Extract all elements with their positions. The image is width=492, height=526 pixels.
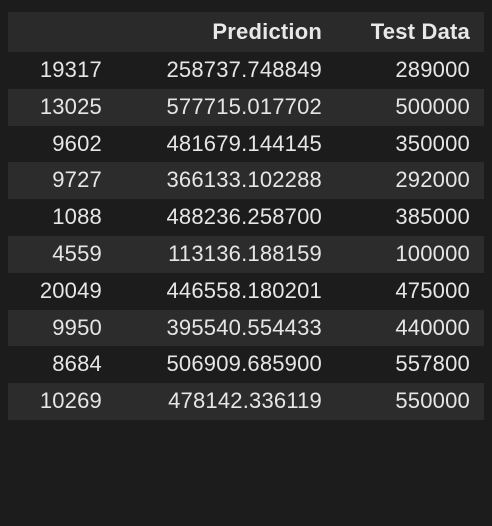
row-index: 19317 — [39, 57, 102, 82]
test-data-cell: 500000 — [395, 93, 470, 119]
dataframe-table: Prediction Test Data 19317 258737.748849… — [8, 12, 484, 420]
prediction-cell: 113136.188159 — [168, 240, 322, 266]
prediction-cell: 478142.336119 — [168, 388, 322, 414]
row-index: 13025 — [39, 93, 102, 119]
test-data-cell: 550000 — [395, 388, 470, 414]
table-row: 10269 478142.336119 550000 — [8, 383, 484, 420]
prediction-cell: 488236.258700 — [166, 204, 322, 230]
table-row: 9950 395540.554433 440000 — [8, 309, 484, 347]
index-column-header — [8, 12, 116, 52]
row-index: 4559 — [52, 240, 102, 266]
test-data-cell: 440000 — [395, 314, 470, 340]
row-index: 9950 — [52, 314, 102, 340]
prediction-cell: 395540.554433 — [166, 314, 322, 340]
prediction-cell: 366133.102288 — [166, 167, 322, 193]
table-row: 19317 258737.748849 289000 — [8, 52, 484, 89]
row-index: 9727 — [52, 167, 102, 193]
test-data-cell: 100000 — [395, 240, 470, 266]
prediction-column-header: Prediction — [212, 19, 322, 44]
table-header: Prediction Test Data — [8, 12, 484, 52]
prediction-cell: 258737.748849 — [166, 57, 322, 82]
table-row: 1088 488236.258700 385000 — [8, 199, 484, 236]
test-data-cell: 385000 — [395, 204, 470, 230]
test-data-cell: 292000 — [395, 167, 470, 193]
prediction-cell: 481679.144145 — [166, 130, 322, 156]
row-index: 1088 — [52, 204, 102, 230]
table-row: 9602 481679.144145 350000 — [8, 125, 484, 163]
test-data-cell: 289000 — [395, 57, 470, 82]
prediction-cell: 506909.685900 — [166, 351, 322, 377]
row-index: 9602 — [52, 130, 102, 156]
row-index: 20049 — [39, 277, 102, 303]
test-data-cell: 350000 — [395, 130, 470, 156]
test-data-cell: 557800 — [395, 351, 470, 377]
prediction-cell: 577715.017702 — [166, 93, 322, 119]
prediction-cell: 446558.180201 — [166, 277, 322, 303]
row-index: 10269 — [39, 388, 102, 414]
table-row: 4559 113136.188159 100000 — [8, 235, 484, 273]
row-index: 8684 — [52, 351, 102, 377]
table-row: 20049 446558.180201 475000 — [8, 272, 484, 310]
header-row: Prediction Test Data — [8, 12, 484, 52]
table-row: 9727 366133.102288 292000 — [8, 162, 484, 200]
table-row: 13025 577715.017702 500000 — [8, 88, 484, 126]
test-data-cell: 475000 — [395, 277, 470, 303]
table-body: 19317 258737.748849 289000 13025 577715.… — [8, 52, 484, 420]
table-row: 8684 506909.685900 557800 — [8, 346, 484, 384]
test-data-column-header: Test Data — [370, 19, 470, 44]
